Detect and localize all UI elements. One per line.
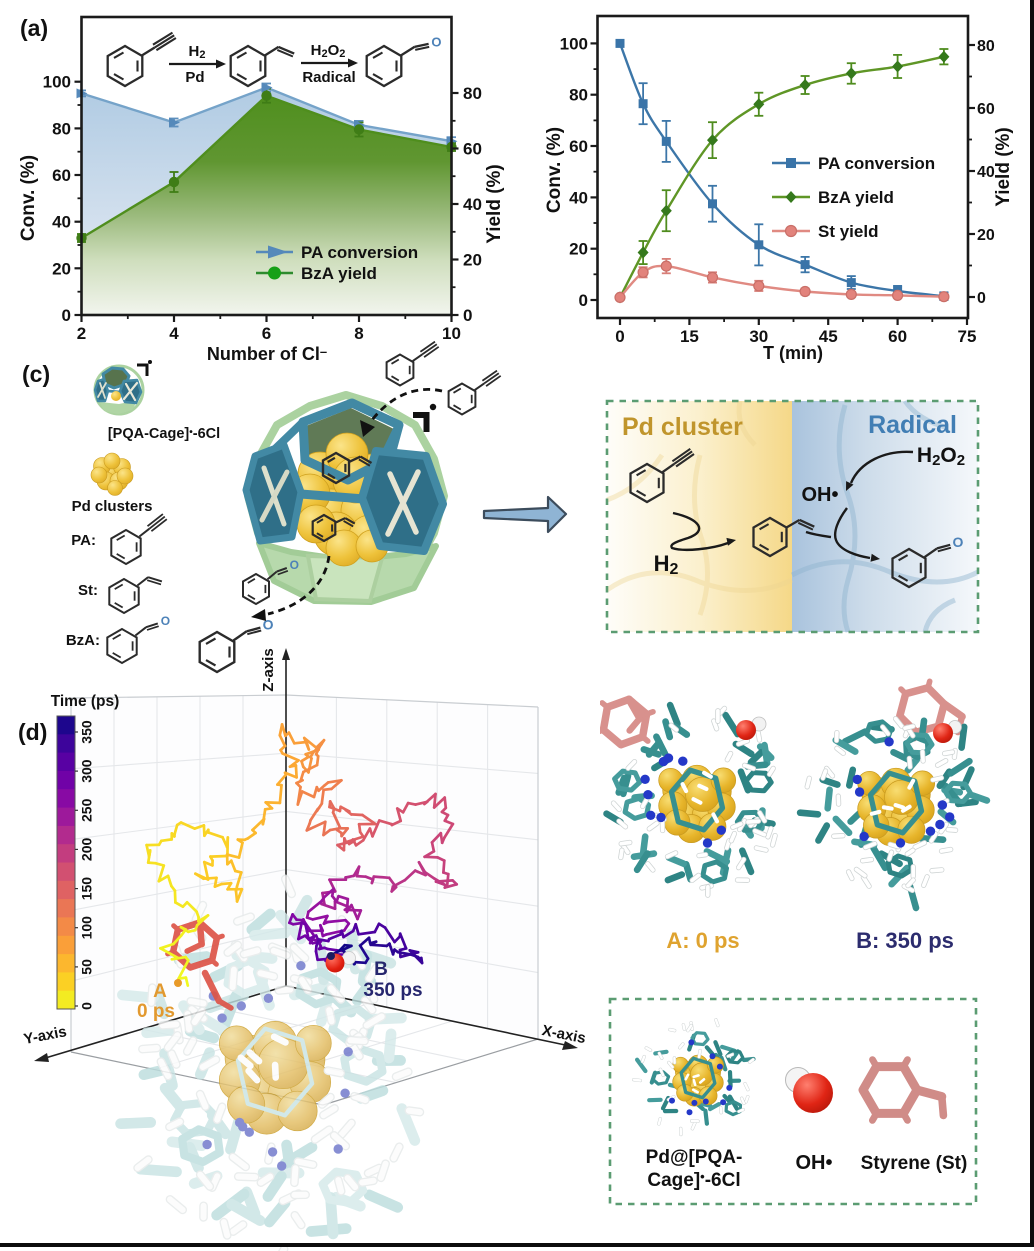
svg-text:PA:: PA: <box>71 532 96 549</box>
svg-text:O: O <box>953 534 964 550</box>
svg-text:60: 60 <box>888 327 907 346</box>
svg-text:80: 80 <box>977 38 995 55</box>
svg-text:B: B <box>374 959 388 980</box>
svg-text:PA conversion: PA conversion <box>818 154 935 173</box>
svg-text:O: O <box>290 558 299 572</box>
svg-text:8: 8 <box>354 324 363 343</box>
svg-text:Y-axis: Y-axis <box>22 1023 68 1048</box>
svg-text:0: 0 <box>79 1002 95 1010</box>
svg-text:40: 40 <box>463 195 482 214</box>
svg-text:100: 100 <box>79 916 95 940</box>
svg-text:Number of Cl–: Number of Cl– <box>207 344 327 364</box>
svg-text:(d): (d) <box>18 719 47 745</box>
svg-text:Z-axis: Z-axis <box>260 648 277 691</box>
svg-text:A: 0 ps: A: 0 ps <box>666 928 739 953</box>
svg-text:300: 300 <box>79 759 95 783</box>
svg-text:30: 30 <box>749 327 768 346</box>
svg-text:(a): (a) <box>20 15 48 41</box>
svg-text:H2O2: H2O2 <box>311 42 346 60</box>
svg-text:Cage]•-6Cl: Cage]•-6Cl <box>647 1169 740 1191</box>
svg-text:0: 0 <box>579 291 588 310</box>
svg-text:H2: H2 <box>189 43 206 61</box>
svg-text:O: O <box>263 617 274 633</box>
svg-text:100: 100 <box>560 34 588 53</box>
svg-text:0: 0 <box>615 327 624 346</box>
svg-text:Pd: Pd <box>185 69 204 86</box>
svg-text:60: 60 <box>977 101 995 118</box>
svg-text:60: 60 <box>463 140 482 159</box>
svg-text:45: 45 <box>819 327 838 346</box>
svg-text:40: 40 <box>52 213 71 232</box>
svg-text:2: 2 <box>77 324 86 343</box>
svg-text:100: 100 <box>43 73 71 92</box>
svg-text:Pd clusters: Pd clusters <box>72 498 153 515</box>
svg-text:4: 4 <box>169 324 179 343</box>
svg-text:350 ps: 350 ps <box>363 980 422 1001</box>
svg-text:350: 350 <box>79 720 95 744</box>
svg-text:150: 150 <box>79 877 95 901</box>
svg-text:20: 20 <box>463 251 482 270</box>
svg-text:20: 20 <box>52 259 71 278</box>
svg-text:20: 20 <box>569 240 588 259</box>
svg-text:(c): (c) <box>22 361 50 387</box>
svg-text:A: A <box>153 981 167 1002</box>
svg-text:Time (ps): Time (ps) <box>51 693 120 710</box>
svg-text:Styrene (St): Styrene (St) <box>861 1153 968 1174</box>
svg-text:0: 0 <box>62 306 71 325</box>
svg-text:80: 80 <box>569 86 588 105</box>
svg-text:Radical: Radical <box>868 411 957 439</box>
svg-text:X-axis: X-axis <box>541 1022 588 1047</box>
svg-text:Yield (%): Yield (%) <box>484 164 505 244</box>
svg-text:250: 250 <box>79 798 95 822</box>
svg-text:BzA yield: BzA yield <box>818 188 894 207</box>
svg-text:Radical: Radical <box>302 69 355 86</box>
svg-text:Pd cluster: Pd cluster <box>622 413 743 441</box>
svg-text:10: 10 <box>442 324 461 343</box>
svg-text:BzA yield: BzA yield <box>301 264 377 283</box>
svg-text:40: 40 <box>977 164 995 181</box>
svg-text:Yield (%): Yield (%) <box>993 127 1014 207</box>
svg-text:80: 80 <box>52 119 71 138</box>
svg-text:6: 6 <box>262 324 271 343</box>
svg-text:0: 0 <box>463 306 472 325</box>
svg-text:20: 20 <box>977 227 995 244</box>
svg-text:80: 80 <box>463 84 482 103</box>
svg-text:St yield: St yield <box>818 222 878 241</box>
svg-text:[PQA-Cage]•-6Cl: [PQA-Cage]•-6Cl <box>108 426 220 442</box>
svg-text:O: O <box>161 614 170 628</box>
svg-text:0: 0 <box>977 290 986 307</box>
svg-text:T (min): T (min) <box>763 343 823 363</box>
svg-text:OH•: OH• <box>795 1152 832 1174</box>
svg-text:BzA:: BzA: <box>66 632 100 649</box>
svg-text:Conv. (%): Conv. (%) <box>18 155 39 241</box>
svg-text:Pd@[PQA-: Pd@[PQA- <box>646 1147 743 1168</box>
svg-text:OH•: OH• <box>801 484 838 506</box>
svg-text:75: 75 <box>958 327 977 346</box>
svg-text:60: 60 <box>52 166 71 185</box>
svg-text:50: 50 <box>79 959 95 975</box>
svg-text:200: 200 <box>79 838 95 862</box>
svg-text:St:: St: <box>78 582 98 599</box>
svg-text:B: 350 ps: B: 350 ps <box>856 928 954 953</box>
svg-text:40: 40 <box>569 188 588 207</box>
svg-text:15: 15 <box>680 327 699 346</box>
svg-text:PA conversion: PA conversion <box>301 243 418 262</box>
svg-text:60: 60 <box>569 137 588 156</box>
svg-text:O: O <box>431 34 441 49</box>
svg-text:0 ps: 0 ps <box>137 1001 175 1022</box>
svg-text:Conv. (%): Conv. (%) <box>544 127 565 213</box>
